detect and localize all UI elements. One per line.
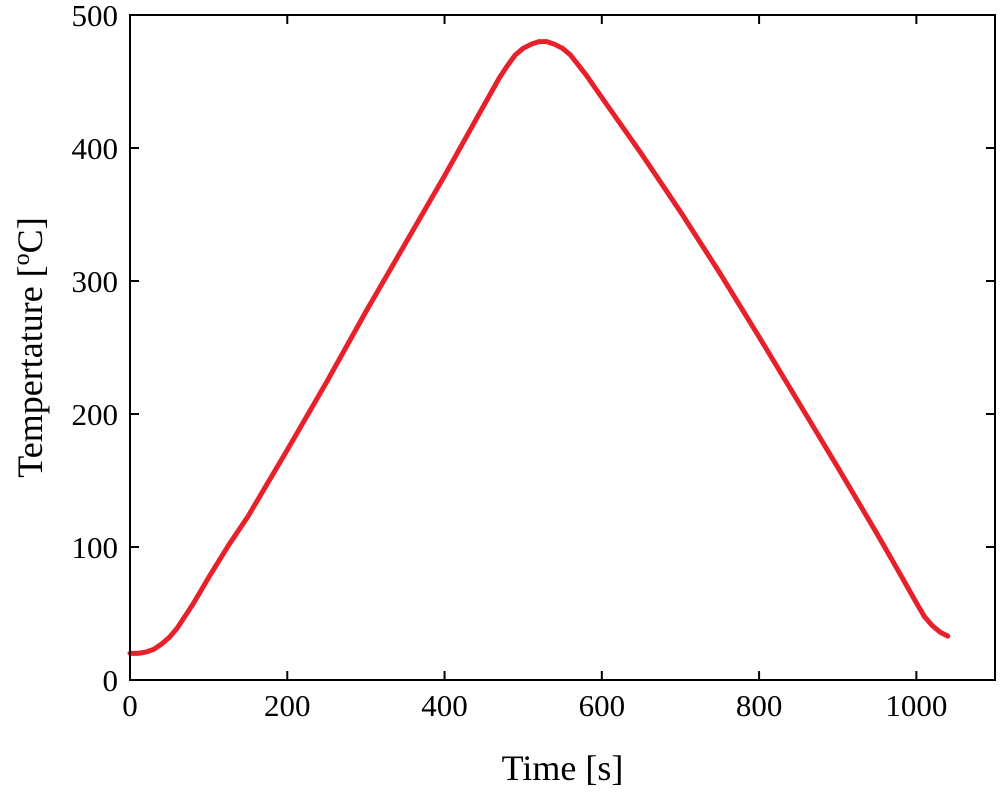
x-tick-label: 1000: [885, 688, 947, 723]
y-axis-label-tail: C]: [10, 217, 50, 253]
x-tick-label: 200: [264, 688, 311, 723]
y-tick-label: 200: [72, 397, 119, 432]
x-tick-label: 400: [421, 688, 468, 723]
y-tick-label: 400: [72, 131, 119, 166]
y-axis-label-superscript: o: [9, 253, 35, 265]
y-tick-label: 300: [72, 264, 119, 299]
y-axis-label: Tempertature [oC]: [9, 217, 50, 477]
x-tick-label: 800: [736, 688, 783, 723]
y-tick-label: 0: [103, 663, 119, 698]
y-tick-label: 100: [72, 530, 119, 565]
series-layer: [127, 39, 951, 656]
series-line-0: [127, 39, 951, 656]
ticks-layer: 0 200 400 600 800 1000 0 100 200 300 400 500: [72, 0, 995, 723]
x-tick-label: 600: [579, 688, 626, 723]
y-axis-label-main: Tempertature [: [10, 265, 50, 477]
y-tick-label: 500: [72, 0, 119, 33]
x-axis-label: Time [s]: [502, 748, 624, 788]
x-tick-label: 0: [122, 688, 138, 723]
plot-frame: [129, 14, 996, 681]
